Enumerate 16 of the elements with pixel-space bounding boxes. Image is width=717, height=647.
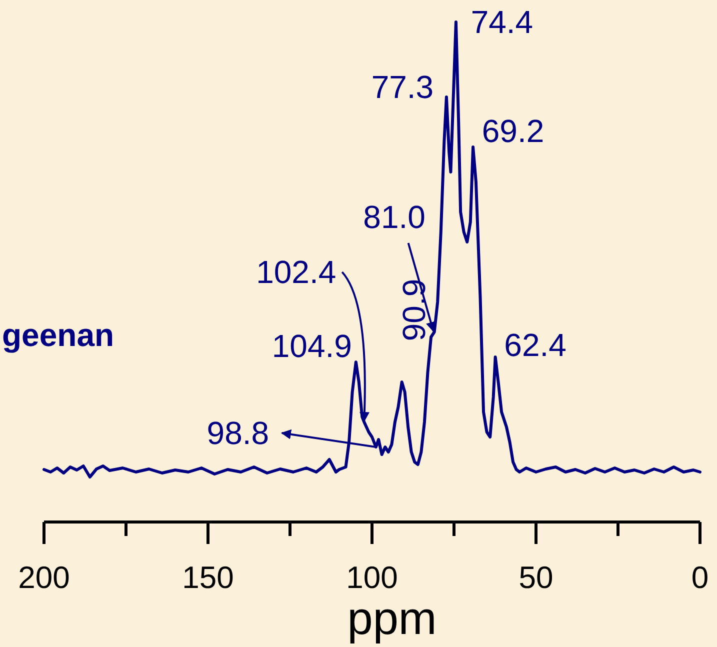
annotation: 102.4 (256, 254, 336, 290)
annotation: geenan (2, 317, 114, 353)
x-tick-label: 100 (346, 560, 398, 595)
annotation: 62.4 (504, 327, 566, 363)
x-tick-label: 0 (691, 560, 709, 595)
x-tick-label: 50 (518, 560, 554, 595)
x-tick-label: 200 (18, 560, 70, 595)
x-axis-title: ppm (347, 592, 437, 644)
annotation: 104.9 (272, 328, 352, 364)
annotation: 81.0 (363, 199, 426, 235)
annotation: 90.9 (396, 278, 432, 342)
annotation: 74.4 (470, 4, 534, 40)
annotation: 77.3 (371, 69, 434, 105)
x-tick-label: 150 (182, 560, 234, 595)
annotation: 98.8 (206, 415, 270, 451)
annotation: 69.2 (482, 113, 544, 149)
